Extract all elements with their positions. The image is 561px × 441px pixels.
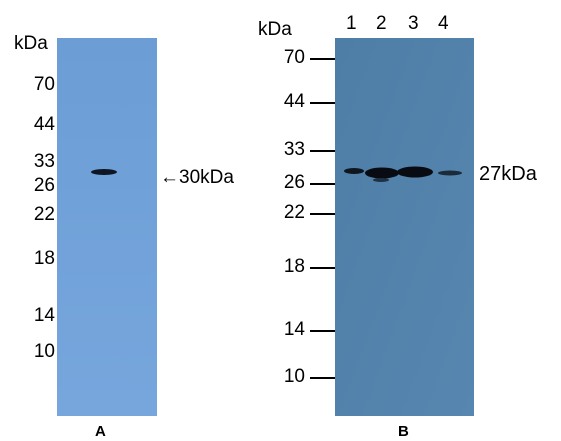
- panel-b-kda-header: kDa: [258, 19, 292, 40]
- panel-b-band-lane-3: [397, 166, 433, 178]
- panel-b-band-lane-4: [438, 170, 462, 176]
- panel-a-marker-33: 33: [33, 151, 55, 172]
- panel-b-tick-10: [310, 377, 336, 379]
- panel-b-lane-2: 2: [376, 13, 387, 34]
- panel-b-band-annotation: 27kDa: [479, 163, 537, 185]
- panel-a-membrane: [57, 38, 157, 416]
- panel-b-marker-70: 70: [283, 47, 305, 68]
- panel-a-label: A: [95, 423, 106, 440]
- panel-b-band-lane-2: [365, 167, 399, 179]
- panel-b-lane-4: 4: [438, 13, 449, 34]
- panel-a-marker-26: 26: [33, 175, 55, 196]
- panel-b-tick-44: [310, 102, 336, 104]
- panel-b-marker-44: 44: [283, 91, 305, 112]
- panel-b-band-lane-1: [344, 168, 364, 174]
- panel-a-marker-14: 14: [33, 305, 55, 326]
- panel-b-lane-1: 1: [346, 13, 357, 34]
- panel-b-band-lane-2-shadow: [373, 178, 389, 182]
- panel-b-tick-33: [310, 150, 336, 152]
- panel-a-marker-22: 22: [33, 204, 55, 225]
- panel-b-tick-26: [310, 183, 336, 185]
- panel-b-membrane: [335, 38, 474, 416]
- panel-a-blot: [57, 38, 157, 416]
- panel-b-marker-10: 10: [283, 366, 305, 387]
- panel-b-marker-18: 18: [283, 256, 305, 277]
- panel-b-tick-70: [310, 58, 336, 60]
- panel-a-marker-44: 44: [33, 114, 55, 135]
- panel-b-tick-14: [310, 330, 336, 332]
- panel-b-tick-18: [310, 267, 336, 269]
- panel-b-tick-22: [310, 213, 336, 215]
- panel-b-label: B: [398, 423, 409, 440]
- panel-a-arrow-annotation: ←30kDa: [160, 167, 234, 188]
- panel-b-marker-14: 14: [283, 319, 305, 340]
- panel-a-band: [91, 169, 117, 175]
- panel-a-marker-column: 70 44 33 26 22 18 14 10: [0, 0, 55, 441]
- panel-b-marker-26: 26: [283, 172, 305, 193]
- panel-b-lane-3: 3: [408, 13, 419, 34]
- panel-b-marker-column: 70 44 33 26 22 18 14 10: [283, 47, 305, 387]
- panel-a-marker-18: 18: [33, 248, 55, 269]
- panel-a-marker-10: 10: [33, 341, 55, 362]
- panel-a-marker-70: 70: [33, 74, 55, 95]
- panel-b-blot: [335, 38, 474, 416]
- panel-b-marker-22: 22: [283, 202, 305, 223]
- panel-a-kda-header: kDa: [14, 33, 48, 54]
- panel-b-marker-33: 33: [283, 139, 305, 160]
